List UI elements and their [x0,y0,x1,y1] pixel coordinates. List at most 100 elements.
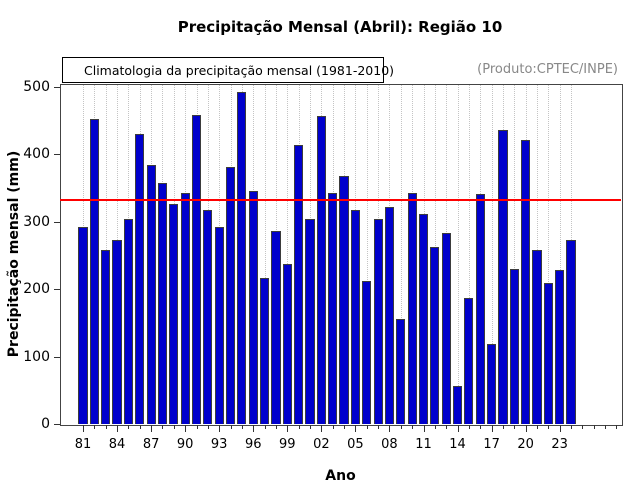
y-tick-label: 200 [23,281,50,298]
x-tick [457,425,459,432]
year-gridline [400,85,403,424]
x-tick [605,425,607,429]
x-tick [241,425,243,429]
x-tick [378,425,380,429]
x-tick [94,425,96,429]
x-tick [321,425,323,432]
x-tick [162,425,164,429]
bar-year-2016 [475,194,485,424]
x-tick [571,425,573,429]
x-tick-label: 08 [381,437,398,452]
bar-year-1999 [282,264,292,424]
x-tick [514,425,516,429]
y-tick-label: 400 [23,146,50,163]
bar-year-2014 [452,386,463,424]
x-tick-label: 14 [449,437,466,452]
x-tick [264,425,266,429]
x-tick [366,425,368,429]
bar-year-1989 [169,203,179,424]
x-tick-label: 87 [142,437,160,452]
bar-year-1981 [78,227,88,424]
x-tick [400,425,402,429]
x-tick [491,425,493,432]
x-tick [616,425,618,429]
y-tick-label: 500 [23,79,50,95]
x-tick-label: 96 [244,437,262,452]
x-tick [468,425,470,429]
bar-year-1985 [123,219,133,424]
bar-year-2005 [350,209,360,424]
bar-year-2013 [441,232,451,424]
climatology-line [60,198,621,201]
bar-year-2017 [487,344,497,424]
x-tick [230,425,232,429]
x-tick [173,425,175,429]
x-tick [434,425,436,429]
x-tick [185,425,187,432]
x-tick-label: 11 [415,437,432,452]
bar-year-2015 [464,297,474,424]
bar-year-1986 [135,133,145,424]
x-tick-label: 02 [313,437,330,452]
bar-year-2007 [373,219,383,424]
y-tick [54,221,60,223]
y-tick [54,424,60,425]
product-credit-annotation: (Produto:CPTEC/INPE) [477,62,618,77]
year-gridline [264,85,267,424]
x-tick [105,425,107,429]
x-tick [298,425,300,429]
bar-year-1998 [271,230,281,424]
bar-year-2004 [339,175,349,424]
bar-year-1983 [101,250,111,424]
x-tick [219,425,221,432]
x-tick [389,425,391,432]
year-gridline [457,85,460,424]
y-tick-label: 0 [41,416,50,432]
bar-year-2003 [328,192,338,424]
year-gridline [559,85,562,424]
x-tick-label: 20 [517,437,534,452]
x-tick [310,425,311,429]
year-gridline [514,85,516,424]
bar-year-1988 [157,182,168,424]
x-tick-label: 90 [176,437,194,452]
year-gridline [468,85,471,424]
x-tick [548,425,550,429]
x-tick [593,425,595,429]
x-tick [423,425,425,432]
bar-year-1997 [260,277,270,424]
bar-year-2018 [498,130,508,424]
x-tick-label: 84 [108,437,126,452]
x-tick [525,425,527,432]
bar-year-2023 [555,269,565,424]
year-gridline [366,85,369,424]
x-tick [412,425,414,429]
x-tick [332,425,334,429]
x-tick [559,425,561,432]
x-tick [207,425,209,429]
bar-year-2020 [521,140,531,424]
x-tick [287,425,289,432]
x-tick-label: 81 [74,437,92,452]
x-tick-label: 23 [551,437,568,452]
bar-year-2024 [566,239,576,424]
x-axis-title: Ano [325,468,356,484]
year-gridline [491,85,494,424]
legend: Climatologia da precipitação mensal (198… [62,57,394,83]
x-tick [196,425,198,429]
bar-year-1996 [248,190,258,424]
x-tick [537,425,538,429]
bar-year-2022 [543,283,553,424]
bar-year-2011 [418,213,429,424]
x-tick-label: 99 [279,437,296,452]
y-tick [54,356,60,358]
x-tick-label: 05 [347,437,364,452]
y-tick-label: 300 [23,213,50,230]
bar-year-2008 [384,206,395,424]
bar-year-2019 [509,268,519,424]
x-tick [355,425,357,432]
x-tick [139,425,141,429]
year-gridline [287,85,289,424]
y-tick [54,154,60,156]
x-tick [275,425,277,429]
